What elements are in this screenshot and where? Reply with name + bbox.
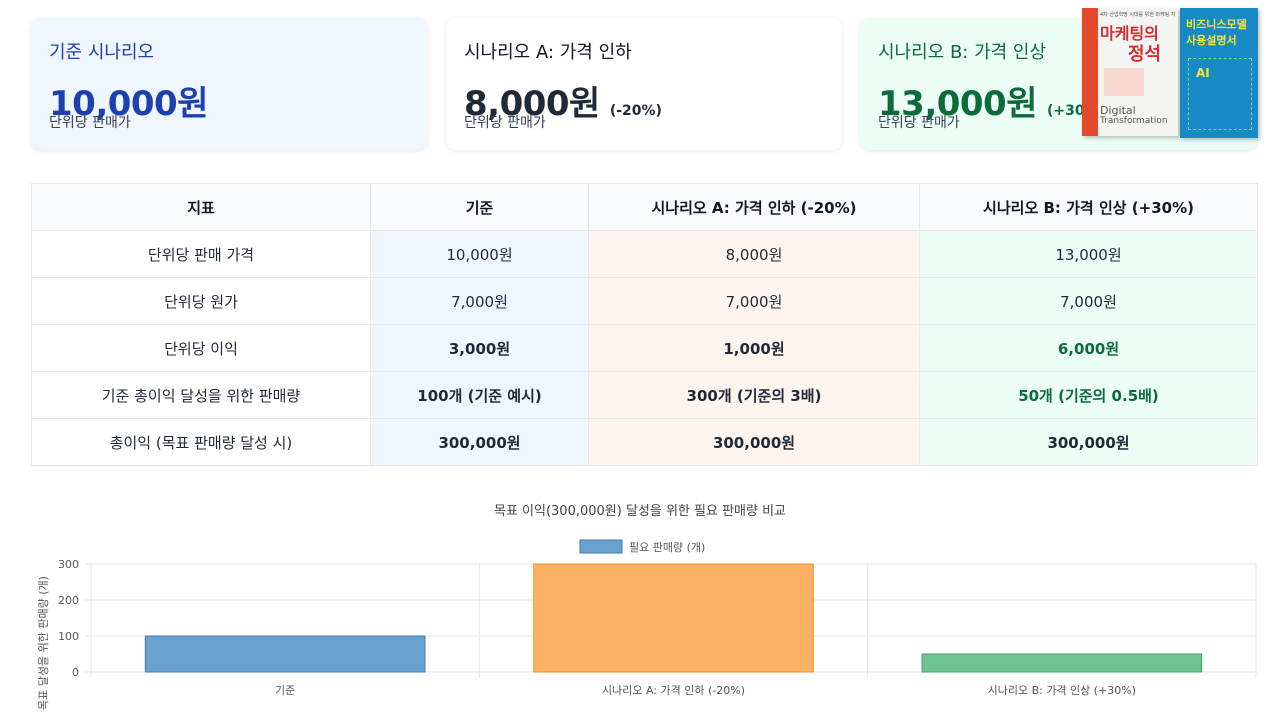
book-bm-title1: 비즈니스모델 xyxy=(1186,18,1247,31)
bar xyxy=(533,563,814,673)
y-axis-label: 목표 달성을 위한 판매량 (개) xyxy=(37,576,50,710)
scenario-b-card-price: 13,000원 xyxy=(878,84,1037,124)
cell-baseline: 7,000원 xyxy=(370,277,589,325)
cell-scenario-b: 6,000원 xyxy=(919,324,1258,372)
cell-baseline: 3,000원 xyxy=(370,324,589,372)
table-header-row: 지표 기준 시나리오 A: 가격 인하 (-20%) 시나리오 B: 가격 인상… xyxy=(31,183,1258,231)
scenario-a-card-price: 8,000원 xyxy=(464,84,600,124)
y-tick-label: 200 xyxy=(58,594,79,607)
chart-title: 목표 이익(300,000원) 달성을 위한 필요 판매량 비교 xyxy=(493,504,787,519)
y-tick-label: 0 xyxy=(72,666,79,679)
table-row: 단위당 판매 가격 10,000원 8,000원 13,000원 xyxy=(31,230,1258,278)
baseline-card-price: 10,000원 xyxy=(49,84,208,124)
cell-scenario-b: 50개 (기준의 0.5배) xyxy=(919,371,1258,419)
book-marketing-title2: 정석 xyxy=(1128,44,1162,65)
y-tick-label: 300 xyxy=(58,558,79,571)
x-tick-label: 시나리오 A: 가격 인하 (-20%) xyxy=(602,683,745,697)
scenario-b-card-sub: 단위당 판매가 xyxy=(878,115,960,131)
header-scenario-b: 시나리오 B: 가격 인상 (+30%) xyxy=(919,183,1258,231)
book-marketing-tag2: Transformation xyxy=(1100,116,1168,126)
scenario-a-card-title: 시나리오 A: 가격 인하 xyxy=(464,42,632,63)
cell-baseline: 100개 (기준 예시) xyxy=(370,371,589,419)
table-row: 단위당 원가 7,000원 7,000원 7,000원 xyxy=(31,277,1258,325)
cell-scenario-b: 300,000원 xyxy=(919,418,1258,466)
y-tick-label: 100 xyxy=(58,630,79,643)
cell-baseline: 10,000원 xyxy=(370,230,589,278)
scenario-b-card-title: 시나리오 B: 가격 인상 xyxy=(878,42,1047,63)
cell-scenario-a: 300,000원 xyxy=(588,418,920,466)
baseline-card-title: 기준 시나리오 xyxy=(49,42,155,63)
book-illustration xyxy=(1104,68,1144,96)
book-covers: 4차 산업혁명 시대를 위한 마케팅 지침서 마케팅의 정석 Digital T… xyxy=(1082,6,1262,138)
table-row: 단위당 이익 3,000원 1,000원 6,000원 xyxy=(31,324,1258,372)
table-row: 기준 총이익 달성을 위한 판매량 100개 (기준 예시) 300개 (기준의… xyxy=(31,371,1258,419)
table-row: 총이익 (목표 판매량 달성 시) 300,000원 300,000원 300,… xyxy=(31,418,1258,466)
row-label: 단위당 이익 xyxy=(31,324,371,372)
legend-label: 필요 판매량 (개) xyxy=(629,541,705,554)
baseline-card: 기준 시나리오 10,000원 단위당 판매가 xyxy=(31,18,428,150)
header-baseline: 기준 xyxy=(370,183,589,231)
book-cover-marketing[interactable]: 4차 산업혁명 시대를 위한 마케팅 지침서 마케팅의 정석 Digital T… xyxy=(1082,8,1178,136)
bar xyxy=(144,635,426,673)
book-marketing-top-text: 4차 산업혁명 시대를 위한 마케팅 지침서 xyxy=(1100,12,1176,18)
cell-scenario-a: 300개 (기준의 3배) xyxy=(588,371,920,419)
cell-scenario-a: 1,000원 xyxy=(588,324,920,372)
book-marketing-tag1: Digital xyxy=(1100,104,1136,117)
x-tick-label: 기준 xyxy=(275,684,295,697)
scenario-a-card-pct: (-20%) xyxy=(609,103,662,119)
book-marketing-title1: 마케팅의 xyxy=(1100,24,1159,43)
cell-baseline: 300,000원 xyxy=(370,418,589,466)
circuit-pattern xyxy=(1188,58,1252,130)
legend-swatch xyxy=(579,539,623,554)
cell-scenario-b: 13,000원 xyxy=(919,230,1258,278)
book-cover-business-model[interactable]: 비즈니스모델 사용설명서 AI xyxy=(1180,8,1258,138)
book-bm-ai: AI xyxy=(1196,66,1210,80)
cell-scenario-b: 7,000원 xyxy=(919,277,1258,325)
bar-chart: 필요 판매량 (개) 0 100 200 300 기준 시나리오 A: 가격 인하 (-20… xyxy=(37,539,1257,710)
row-label: 총이익 (목표 판매량 달성 시) xyxy=(31,418,371,466)
baseline-card-sub: 단위당 판매가 xyxy=(49,115,131,131)
bar xyxy=(921,653,1203,673)
header-scenario-a: 시나리오 A: 가격 인하 (-20%) xyxy=(588,183,920,231)
row-label: 단위당 판매 가격 xyxy=(31,230,371,278)
cell-scenario-a: 7,000원 xyxy=(588,277,920,325)
x-tick-label: 시나리오 B: 가격 인상 (+30%) xyxy=(988,684,1136,697)
book-bm-title2: 사용설명서 xyxy=(1186,34,1237,47)
header-metric: 지표 xyxy=(31,183,371,231)
comparison-table: 지표 기준 시나리오 A: 가격 인하 (-20%) 시나리오 B: 가격 인상… xyxy=(31,183,1258,466)
scenario-a-card-sub: 단위당 판매가 xyxy=(464,115,546,131)
row-label: 단위당 원가 xyxy=(31,277,371,325)
cell-scenario-a: 8,000원 xyxy=(588,230,920,278)
book-spine xyxy=(1082,8,1098,136)
row-label: 기준 총이익 달성을 위한 판매량 xyxy=(31,371,371,419)
scenario-a-card: 시나리오 A: 가격 인하 8,000원 (-20%) 단위당 판매가 xyxy=(446,18,842,150)
